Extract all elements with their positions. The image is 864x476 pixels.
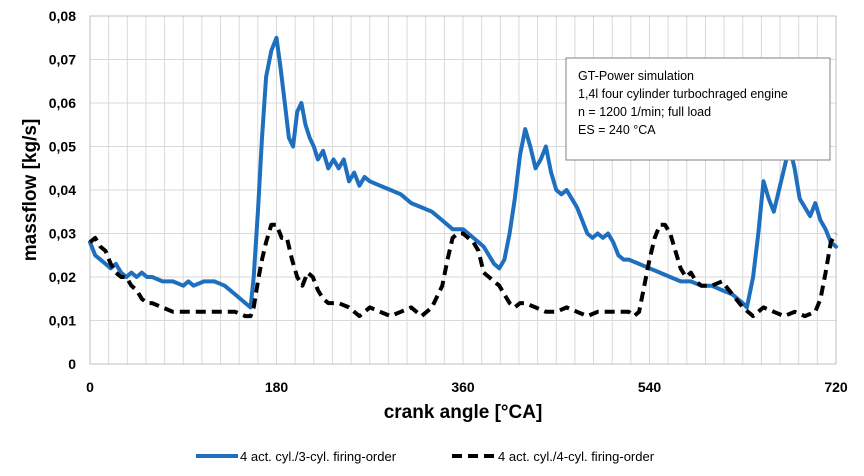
legend: 4 act. cyl./3-cyl. firing-order 4 act. c… — [196, 449, 655, 464]
y-tick-label: 0,04 — [49, 182, 76, 198]
annotation-box: GT-Power simulation 1,4l four cylinder t… — [565, 57, 831, 161]
plot-frame — [89, 15, 837, 365]
y-tick-label: 0,08 — [49, 8, 76, 24]
annotation-line-2: 1,4l four cylinder turbochraged engine — [578, 87, 788, 101]
series-layer — [88, 35, 838, 319]
annotation-line-1: GT-Power simulation — [578, 69, 694, 83]
x-axis-ticks: 0 180 360 540 720 — [86, 379, 848, 395]
series-line-4-cyl-firing-order — [88, 222, 838, 319]
x-axis-title: crank angle [°CA] — [384, 402, 543, 423]
y-tick-label: 0,02 — [49, 269, 76, 285]
annotation-line-3: n = 1200 1/min; full load — [578, 105, 711, 119]
legend-label-3-cyl: 4 act. cyl./3-cyl. firing-order — [240, 449, 397, 464]
y-tick-label: 0,07 — [49, 52, 76, 68]
y-tick-label: 0 — [68, 356, 76, 372]
legend-label-4-cyl: 4 act. cyl./4-cyl. firing-order — [498, 449, 655, 464]
x-tick-label: 720 — [824, 379, 848, 395]
y-axis-ticks: 0 0,01 0,02 0,03 0,04 0,05 0,06 0,07 0,08 — [49, 8, 76, 372]
x-tick-label: 360 — [451, 379, 475, 395]
x-tick-label: 540 — [638, 379, 662, 395]
annotation-line-4: ES = 240 °CA — [578, 123, 656, 137]
x-tick-label: 180 — [265, 379, 289, 395]
y-axis-title: massflow [kg/s] — [20, 119, 41, 262]
x-tick-label: 0 — [86, 379, 94, 395]
y-tick-label: 0,03 — [49, 226, 76, 242]
y-tick-label: 0,01 — [49, 313, 76, 329]
y-tick-label: 0,05 — [49, 139, 76, 155]
series-line-3-cyl-firing-order — [88, 35, 838, 310]
y-tick-label: 0,06 — [49, 95, 76, 111]
